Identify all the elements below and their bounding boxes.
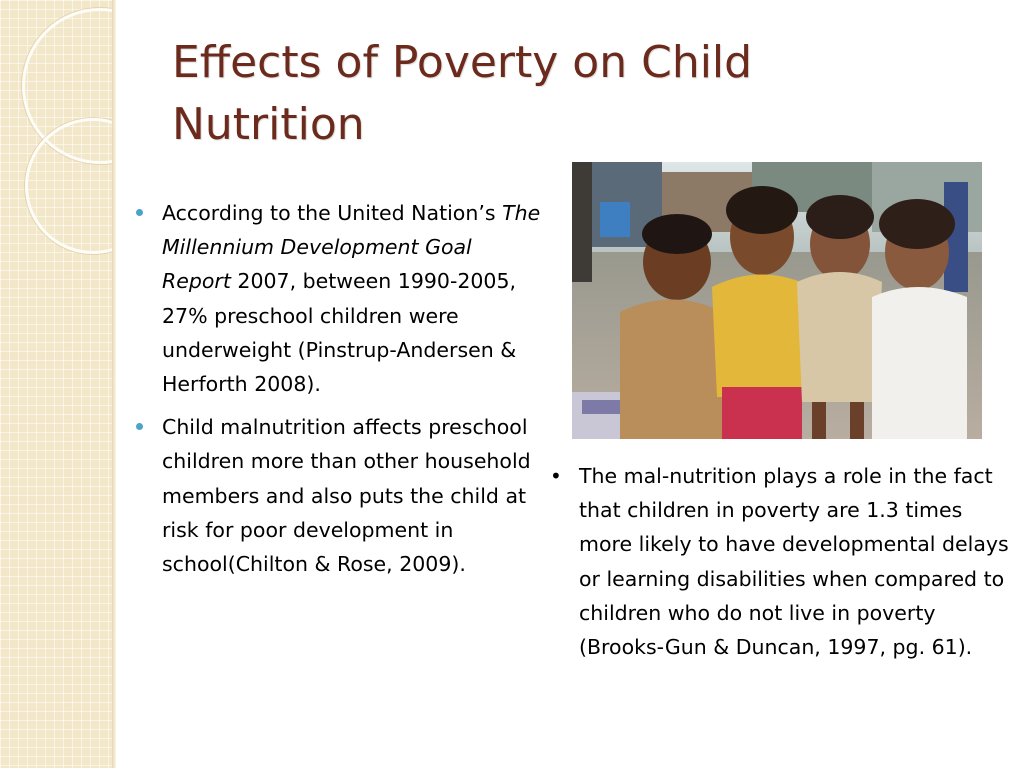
bullet-text: 2007, between 1990-2005, 27% preschool c… — [162, 269, 517, 397]
decorative-ring — [25, 118, 112, 254]
decorative-side-strip — [0, 0, 112, 768]
bullet-item: Child malnutrition affects preschool chi… — [132, 410, 542, 581]
bullet-text: Child malnutrition affects preschool chi… — [162, 415, 531, 577]
bullet-text: The mal-nutrition plays a role in the fa… — [579, 464, 1009, 660]
report-title: The Millennium Development Goal Report — [162, 201, 541, 294]
left-bullet-list: According to the United Nation’s The Mil… — [132, 196, 542, 590]
bullet-marker: • — [550, 464, 562, 488]
bullet-text: According to the United Nation’s — [162, 201, 503, 225]
children-photo — [572, 162, 982, 439]
bullet-dot-icon — [136, 209, 143, 216]
bullet-item: • The mal-nutrition plays a role in the … — [548, 459, 1018, 664]
bullet-item: According to the United Nation’s The Mil… — [132, 196, 542, 401]
right-bullet-list: • The mal-nutrition plays a role in the … — [548, 459, 1018, 664]
strip-edge — [112, 0, 116, 768]
bullet-dot-icon — [136, 423, 143, 431]
slide-title: Effects of Poverty on Child Nutrition — [172, 37, 753, 150]
